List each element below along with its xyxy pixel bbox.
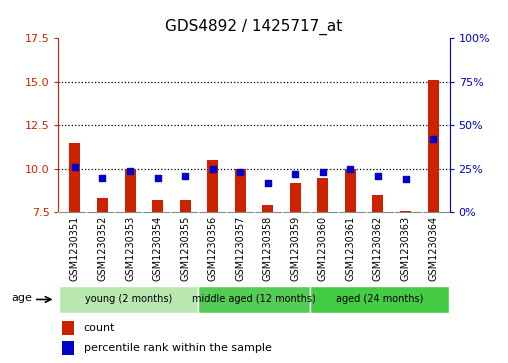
Bar [124,169,136,212]
Bar [207,160,218,212]
Bar [97,199,108,212]
Text: GSM1230357: GSM1230357 [235,216,245,281]
Bar [428,80,438,212]
Text: GSM1230362: GSM1230362 [373,216,383,281]
Point [209,166,217,172]
Point [346,166,355,172]
Text: GSM1230355: GSM1230355 [180,216,190,281]
Point [401,176,409,182]
Point [264,180,272,185]
Bar [372,195,384,212]
Text: age: age [11,293,32,303]
FancyBboxPatch shape [199,286,309,313]
Point [291,171,299,177]
Point [126,168,134,174]
Text: GSM1230351: GSM1230351 [70,216,80,281]
Title: GDS4892 / 1425717_at: GDS4892 / 1425717_at [166,19,342,35]
Bar [62,321,74,335]
Text: GSM1230358: GSM1230358 [263,216,273,281]
Text: GSM1230353: GSM1230353 [125,216,135,281]
Point [99,175,107,180]
Bar [62,341,74,355]
Bar [70,143,80,212]
Text: GSM1230360: GSM1230360 [318,216,328,281]
Text: aged (24 months): aged (24 months) [336,294,423,305]
Point [181,173,189,179]
Text: GSM1230364: GSM1230364 [428,216,438,281]
Bar [400,211,411,212]
Point [374,173,382,179]
Text: GSM1230356: GSM1230356 [208,216,218,281]
Text: GSM1230361: GSM1230361 [345,216,356,281]
Point [71,164,79,170]
Text: middle aged (12 months): middle aged (12 months) [192,294,316,305]
Bar [262,205,273,212]
Point [429,136,437,142]
Point [236,170,244,175]
Bar [152,200,163,212]
Point [319,170,327,175]
Bar [180,200,190,212]
Text: percentile rank within the sample: percentile rank within the sample [84,343,272,353]
Text: GSM1230354: GSM1230354 [152,216,163,281]
Bar [345,169,356,212]
Bar [290,183,301,212]
Text: GSM1230363: GSM1230363 [400,216,410,281]
FancyBboxPatch shape [310,286,449,313]
Text: young (2 months): young (2 months) [85,294,172,305]
Bar [235,169,246,212]
Text: GSM1230359: GSM1230359 [290,216,300,281]
Bar [318,178,328,212]
Point [153,175,162,180]
FancyBboxPatch shape [59,286,198,313]
Text: count: count [84,323,115,333]
Text: GSM1230352: GSM1230352 [98,216,108,281]
